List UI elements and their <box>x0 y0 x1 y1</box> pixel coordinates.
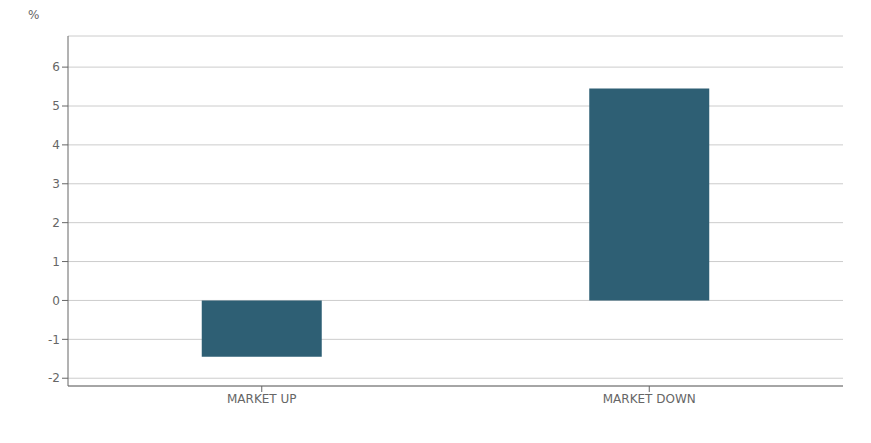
svg-text:2: 2 <box>52 216 60 230</box>
svg-text:-2: -2 <box>48 371 60 385</box>
svg-text:MARKET UP: MARKET UP <box>227 392 297 406</box>
svg-text:MARKET DOWN: MARKET DOWN <box>603 392 696 406</box>
svg-text:0: 0 <box>52 294 60 308</box>
svg-text:-1: -1 <box>48 333 60 347</box>
svg-text:6: 6 <box>52 60 60 74</box>
svg-text:1: 1 <box>52 255 60 269</box>
svg-text:3: 3 <box>52 177 60 191</box>
svg-text:4: 4 <box>52 138 60 152</box>
svg-text:5: 5 <box>52 99 60 113</box>
